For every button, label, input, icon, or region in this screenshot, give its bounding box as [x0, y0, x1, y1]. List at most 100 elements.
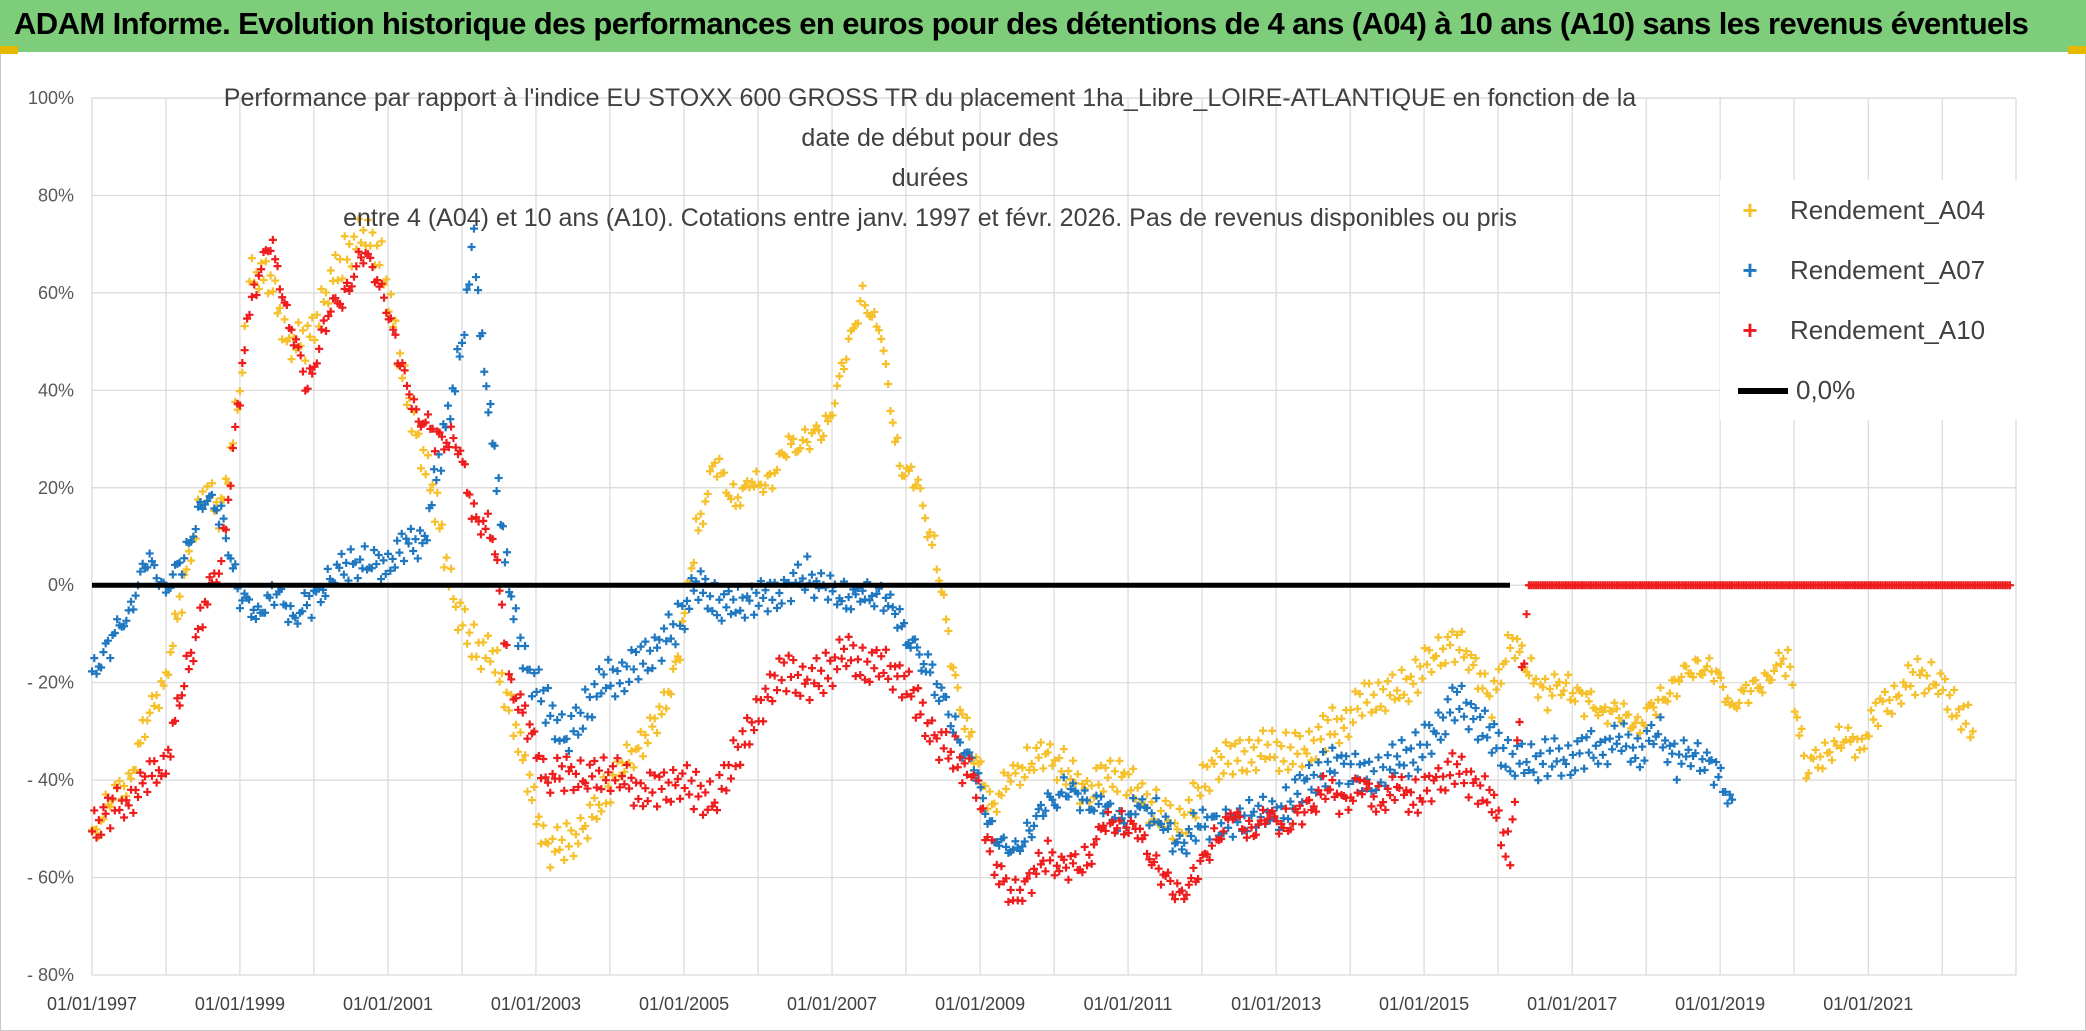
data-point [1281, 783, 1290, 792]
data-point [976, 757, 985, 766]
data-point [500, 558, 509, 567]
data-point [1480, 772, 1489, 781]
data-point [490, 441, 499, 450]
data-point [1844, 723, 1853, 732]
data-point [1023, 743, 1032, 752]
data-point [604, 655, 613, 664]
data-point [319, 316, 328, 325]
data-point [1550, 670, 1559, 679]
data-point [853, 319, 862, 328]
data-point [1887, 709, 1896, 718]
data-point [175, 592, 184, 601]
data-point [891, 662, 900, 671]
data-point [115, 777, 124, 786]
data-point [819, 431, 828, 440]
data-point [775, 589, 784, 598]
data-point [1314, 786, 1323, 795]
data-point [88, 667, 96, 676]
data-point [615, 679, 624, 688]
data-point [1404, 807, 1413, 816]
data-point [488, 535, 497, 544]
data-point [486, 400, 495, 409]
data-point [1718, 682, 1727, 691]
data-point [537, 697, 546, 706]
data-point [187, 648, 196, 657]
data-point [1804, 769, 1813, 778]
data-point [983, 833, 992, 842]
data-point [620, 687, 629, 696]
data-point [618, 758, 627, 767]
data-point [1476, 713, 1485, 722]
data-point [965, 754, 974, 763]
data-point [1462, 698, 1471, 707]
data-point [1355, 760, 1364, 769]
data-point [1288, 819, 1297, 828]
data-point [1120, 819, 1129, 828]
data-point [1418, 797, 1427, 806]
data-point [789, 656, 798, 665]
data-point [189, 657, 198, 666]
data-point [1649, 740, 1658, 749]
data-point [298, 326, 307, 335]
data-point [1515, 647, 1524, 656]
data-point [1228, 832, 1237, 841]
legend-item-zero: 0,0% [1720, 370, 2020, 410]
data-point [680, 609, 689, 618]
data-point [791, 688, 800, 697]
data-point [1564, 741, 1573, 750]
data-point [493, 646, 502, 655]
data-point [264, 289, 273, 298]
data-point [978, 794, 987, 803]
data-point [548, 834, 557, 843]
data-point [641, 637, 650, 646]
data-point [140, 772, 149, 781]
data-point [1048, 795, 1057, 804]
data-point [1587, 727, 1596, 736]
data-point [830, 653, 839, 662]
data-point [1899, 678, 1908, 687]
data-point [1064, 766, 1073, 775]
data-point [150, 561, 159, 570]
data-point [1425, 771, 1434, 780]
data-point [421, 470, 430, 479]
data-point [173, 694, 182, 703]
data-point [653, 643, 662, 652]
data-point [1460, 712, 1469, 721]
data-point [798, 662, 807, 671]
data-point [904, 667, 913, 676]
data-point [1450, 716, 1459, 725]
data-point [1231, 739, 1240, 748]
data-point [694, 792, 703, 801]
data-point [666, 690, 675, 699]
data-point [995, 841, 1004, 850]
data-point [1027, 888, 1036, 897]
data-point [856, 297, 865, 306]
data-point [1006, 777, 1015, 786]
data-point [930, 531, 939, 540]
data-point [92, 833, 101, 842]
data-point [1184, 795, 1193, 804]
data-point [1675, 750, 1684, 759]
data-point [1189, 779, 1198, 788]
data-point [921, 514, 930, 523]
data-point [1441, 659, 1450, 668]
data-point [1402, 745, 1411, 754]
data-point [454, 625, 463, 634]
data-point [271, 276, 280, 285]
data-point [305, 364, 314, 373]
data-point [1212, 812, 1221, 821]
data-point [1043, 836, 1052, 845]
data-point [844, 593, 853, 602]
data-point [1261, 819, 1270, 828]
data-point [447, 564, 456, 573]
data-point [1591, 741, 1600, 750]
data-point [430, 465, 439, 474]
data-point [446, 415, 455, 424]
data-point [1954, 705, 1963, 714]
data-point [807, 664, 816, 673]
data-point [1871, 698, 1880, 707]
data-point [720, 468, 729, 477]
data-point [583, 784, 592, 793]
data-point [207, 479, 216, 488]
data-point [687, 574, 696, 583]
